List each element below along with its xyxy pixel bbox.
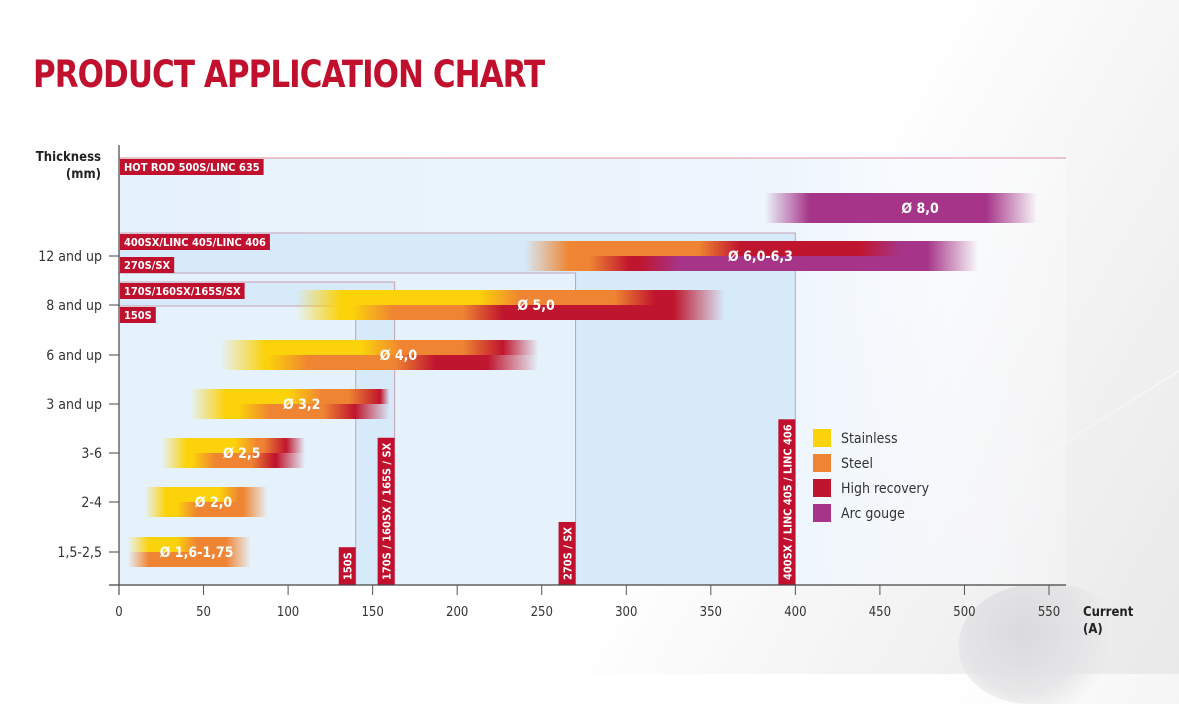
machine-label-270s xyxy=(120,257,175,273)
legend-label: Arc gouge xyxy=(841,506,905,522)
machine-label-hot-rod-text: HOT ROD 500S/LINC 635 xyxy=(124,161,260,174)
y-tick-label: 6 and up xyxy=(46,348,102,364)
electrode-label: Ø 4,0 xyxy=(380,348,418,364)
electrode-bar-6-top xyxy=(144,487,268,502)
legend-swatch-arc-gouge xyxy=(813,504,831,522)
x-tick-label: 200 xyxy=(446,605,468,620)
machine-label-400sx xyxy=(120,234,270,250)
electrode-bar-1-bottom xyxy=(524,256,978,271)
electrode-bar-1-top xyxy=(524,241,978,256)
machine-label-270s-text: 270S/SX xyxy=(124,259,171,272)
x-tick-label: 0 xyxy=(115,605,122,620)
x-tick-label: 400 xyxy=(784,605,806,620)
electrode-bar-3-bottom xyxy=(220,355,539,370)
machine-vlabel-400sx-text: 400SX / LINC 405 / LINC 406 xyxy=(781,424,794,580)
electrode-bar-7-top xyxy=(127,537,251,552)
electrode-bar-7-bottom xyxy=(127,552,251,567)
electrode-label: Ø 8,0 xyxy=(901,201,939,217)
y-axis-title: (mm) xyxy=(66,167,101,182)
legend-swatch-high-recovery xyxy=(813,479,831,497)
electrode-bar-0-top xyxy=(764,193,1038,208)
electrode-bar-6-bottom xyxy=(144,502,268,517)
machine-label-170s-text: 170S/160SX/165S/SX xyxy=(124,285,241,298)
machine-vlabel-270s-text: 270S / SX xyxy=(562,527,575,580)
machine-vlabel-270s: 270S / SX xyxy=(558,521,576,585)
y-tick-label: 3 and up xyxy=(46,397,102,413)
legend-label: Steel xyxy=(841,456,873,472)
electrode-bar-4-top xyxy=(190,389,390,404)
machine-vlabel-170s: 170S / 160SX / 165S / SX xyxy=(377,437,395,585)
electrode-bar-4-bottom xyxy=(190,404,390,419)
x-tick-label: 450 xyxy=(869,605,891,620)
axes: 0 50 100 150 200 250 300 350 400 450 500 550 12 and … xyxy=(36,145,1134,637)
machine-label-400sx-text: 400SX/LINC 405/LINC 406 xyxy=(124,236,266,249)
x-axis-title: (A) xyxy=(1083,622,1103,637)
x-tick-label: 250 xyxy=(531,605,553,620)
machine-label-150s xyxy=(120,307,156,323)
y-tick-label: 3-6 xyxy=(81,446,102,462)
machine-vlabel-170s-bg xyxy=(377,437,395,585)
y-tick-label: 2-4 xyxy=(81,495,102,511)
y-axis-title: Thickness xyxy=(36,150,101,165)
y-tick-label: 12 and up xyxy=(38,249,102,265)
electrode-bar-0-bottom xyxy=(764,208,1038,223)
electrode-bar-5-bottom xyxy=(161,453,305,468)
electrode-bars: Ø 8,0 Ø 6,0-6,3 Ø 5,0 Ø 4,0 Ø 3,2 Ø 2,5 Ø 2,0 Ø… xyxy=(127,193,1038,567)
electrode-label: Ø 5,0 xyxy=(517,298,555,314)
machine-label-150s-text: 150S xyxy=(124,309,152,322)
electrode-bar-2-bottom xyxy=(296,305,725,320)
y-tick-label: 8 and up xyxy=(46,298,102,314)
machine-vlabel-150s-text: 150S xyxy=(342,552,355,580)
machine-vlabel-270s-bg xyxy=(558,521,576,585)
x-tick-label: 300 xyxy=(615,605,637,620)
electrode-label: Ø 6,0-6,3 xyxy=(728,249,793,265)
electrode-bar-2-top xyxy=(296,290,725,305)
machine-vlabel-170s-text: 170S / 160SX / 165S / SX xyxy=(381,442,394,580)
electrode-bar-5-top xyxy=(161,438,305,453)
x-tick-label: 500 xyxy=(953,605,975,620)
y-tick-label: 1,5-2,5 xyxy=(57,545,102,561)
page-title: PRODUCT APPLICATION CHART xyxy=(33,53,545,96)
electrode-bar-3-top xyxy=(220,340,539,355)
machine-vlabel-400sx: 400SX / LINC 405 / LINC 406 xyxy=(778,419,796,585)
machine-vlabel-150s-bg xyxy=(338,547,356,585)
legend: Stainless Steel High recovery Arc gouge xyxy=(813,429,930,522)
electrode-label: Ø 1,6-1,75 xyxy=(160,545,234,561)
electrode-label: Ø 3,2 xyxy=(283,397,320,413)
x-tick-label: 350 xyxy=(700,605,722,620)
x-axis-title: Current xyxy=(1083,605,1134,620)
x-tick-label: 100 xyxy=(277,605,299,620)
machine-vlabel-400sx-bg xyxy=(778,419,796,585)
x-tick-label: 550 xyxy=(1038,605,1060,620)
legend-swatch-steel xyxy=(813,454,831,472)
machine-labels: HOT ROD 500S/LINC 635 400SX/LINC 405/LINC… xyxy=(120,159,796,585)
legend-label: Stainless xyxy=(841,431,898,447)
application-chart: Ø 8,0 Ø 6,0-6,3 Ø 5,0 Ø 4,0 Ø 3,2 Ø 2,5 Ø 2,0 Ø… xyxy=(36,145,1134,637)
machine-label-hot-rod xyxy=(120,159,264,175)
machine-vlabel-150s: 150S xyxy=(338,547,356,585)
electrode-label: Ø 2,0 xyxy=(195,495,233,511)
x-tick-label: 150 xyxy=(361,605,383,620)
x-tick-label: 50 xyxy=(196,605,211,620)
electrode-label: Ø 2,5 xyxy=(223,446,260,462)
legend-label: High recovery xyxy=(841,481,930,497)
legend-swatch-stainless xyxy=(813,429,831,447)
machine-label-170s xyxy=(120,283,245,299)
